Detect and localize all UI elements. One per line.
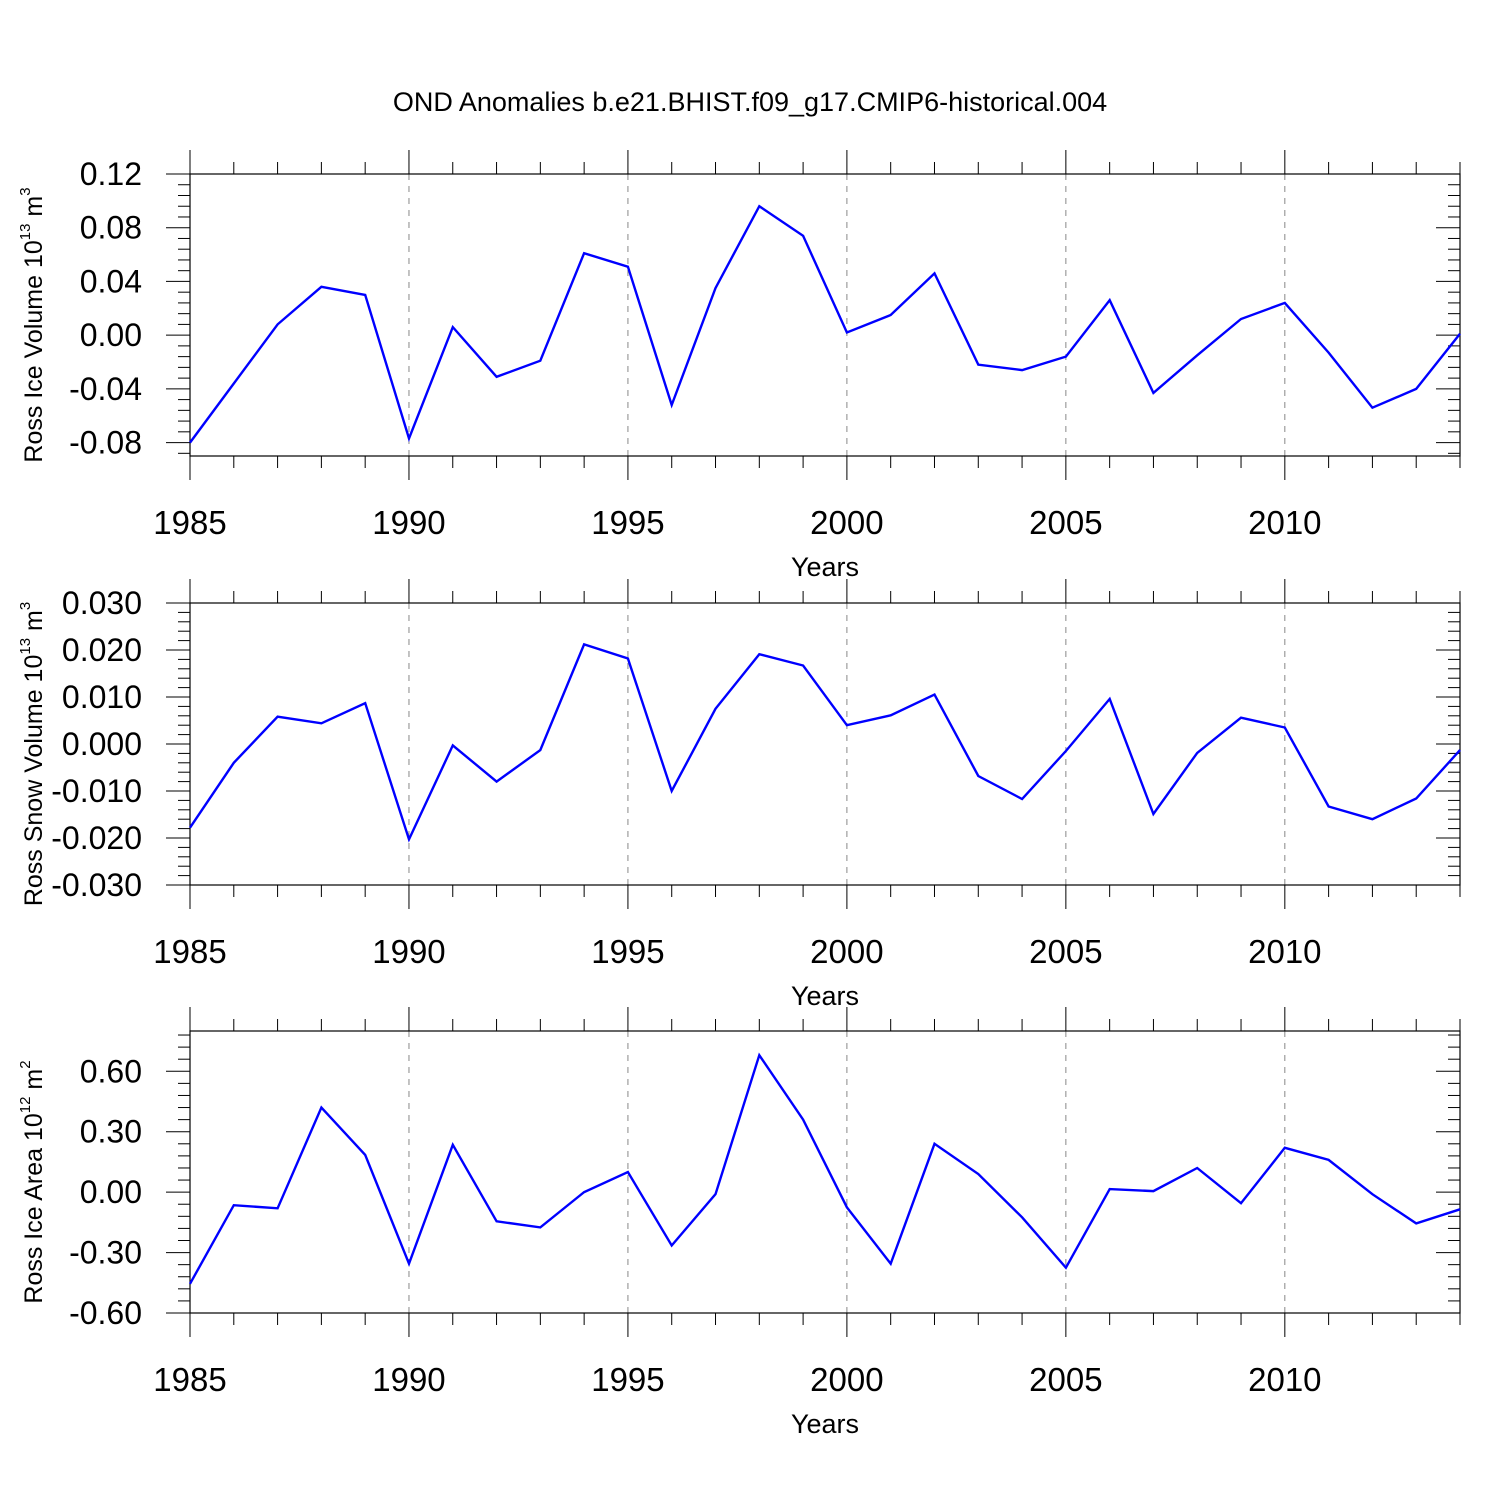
- x-tick-label: 1990: [372, 1361, 445, 1398]
- panel-ice-area: -0.60 -0.30 0.00 0.30 0.60 1985 1990 1995 2000 20…: [17, 1007, 1461, 1439]
- x-tick-label: 2000: [810, 504, 883, 541]
- x-tick-label: 1990: [372, 504, 445, 541]
- x-axis-label: Years: [791, 552, 859, 582]
- y-tick-label: -0.60: [69, 1295, 142, 1331]
- x-tick-label: 1995: [591, 1361, 664, 1398]
- x-axis-label: Years: [791, 981, 859, 1011]
- x-tick-label: 2000: [810, 1361, 883, 1398]
- y-tick-label: 0.030: [62, 585, 142, 621]
- x-tick-label: 2000: [810, 933, 883, 970]
- plot-frame: [189, 602, 1461, 886]
- x-tick-label: 1995: [591, 504, 664, 541]
- series-line: [189, 204, 1461, 444]
- y-tick-label: -0.010: [51, 773, 142, 809]
- y-tick-label: 0.000: [62, 726, 142, 762]
- x-tick-label: 1990: [372, 933, 445, 970]
- y-tick-label: -0.30: [69, 1235, 142, 1271]
- panel-ice-volume: -0.08 -0.04 0.00 0.04 0.08 0.12 1985 1990 1995 20…: [17, 150, 1461, 582]
- y-tick-label: 0.60: [80, 1053, 142, 1089]
- chart-title: OND Anomalies b.e21.BHIST.f09_g17.CMIP6-…: [393, 87, 1107, 117]
- plot-frame: [189, 173, 1461, 457]
- x-tick-label: 1995: [591, 933, 664, 970]
- x-tick-label: 2010: [1248, 933, 1321, 970]
- y-tick-label: 0.30: [80, 1114, 142, 1150]
- series-line: [188, 1052, 1461, 1285]
- x-tick-label: 1985: [153, 504, 226, 541]
- y-axis-label: Ross Ice Volume 1013 m3: [17, 187, 48, 462]
- y-tick-label: 0.04: [80, 263, 142, 299]
- x-tick-label: 2005: [1029, 1361, 1102, 1398]
- y-tick-label: 0.00: [80, 317, 142, 353]
- y-tick-label: 0.020: [62, 632, 142, 668]
- x-tick-label: 2010: [1248, 504, 1321, 541]
- y-tick-label: -0.020: [51, 820, 142, 856]
- y-axis-label: Ross Snow Volume 1013 m3: [17, 602, 48, 906]
- series-line: [189, 642, 1461, 843]
- x-tick-label: 2005: [1029, 504, 1102, 541]
- x-axis-label: Years: [791, 1409, 859, 1439]
- x-tick-label: 1985: [153, 933, 226, 970]
- y-axis-label: Ross Ice Area 1012 m2: [17, 1060, 48, 1303]
- y-tick-label: 0.08: [80, 210, 142, 246]
- x-tick-label: 2010: [1248, 1361, 1321, 1398]
- plot-frame: [189, 1030, 1461, 1314]
- y-tick-label: -0.030: [51, 867, 142, 903]
- y-tick-label: 0.010: [62, 679, 142, 715]
- y-tick-label: -0.08: [69, 425, 142, 461]
- y-tick-label: 0.12: [80, 156, 142, 192]
- x-tick-label: 1985: [153, 1361, 226, 1398]
- y-tick-label: 0.00: [80, 1174, 142, 1210]
- y-tick-label: -0.04: [69, 371, 142, 407]
- x-tick-label: 2005: [1029, 933, 1102, 970]
- panel-snow-volume: -0.030 -0.020 -0.010 0.000 0.010 0.020 0.030 19…: [17, 579, 1461, 1011]
